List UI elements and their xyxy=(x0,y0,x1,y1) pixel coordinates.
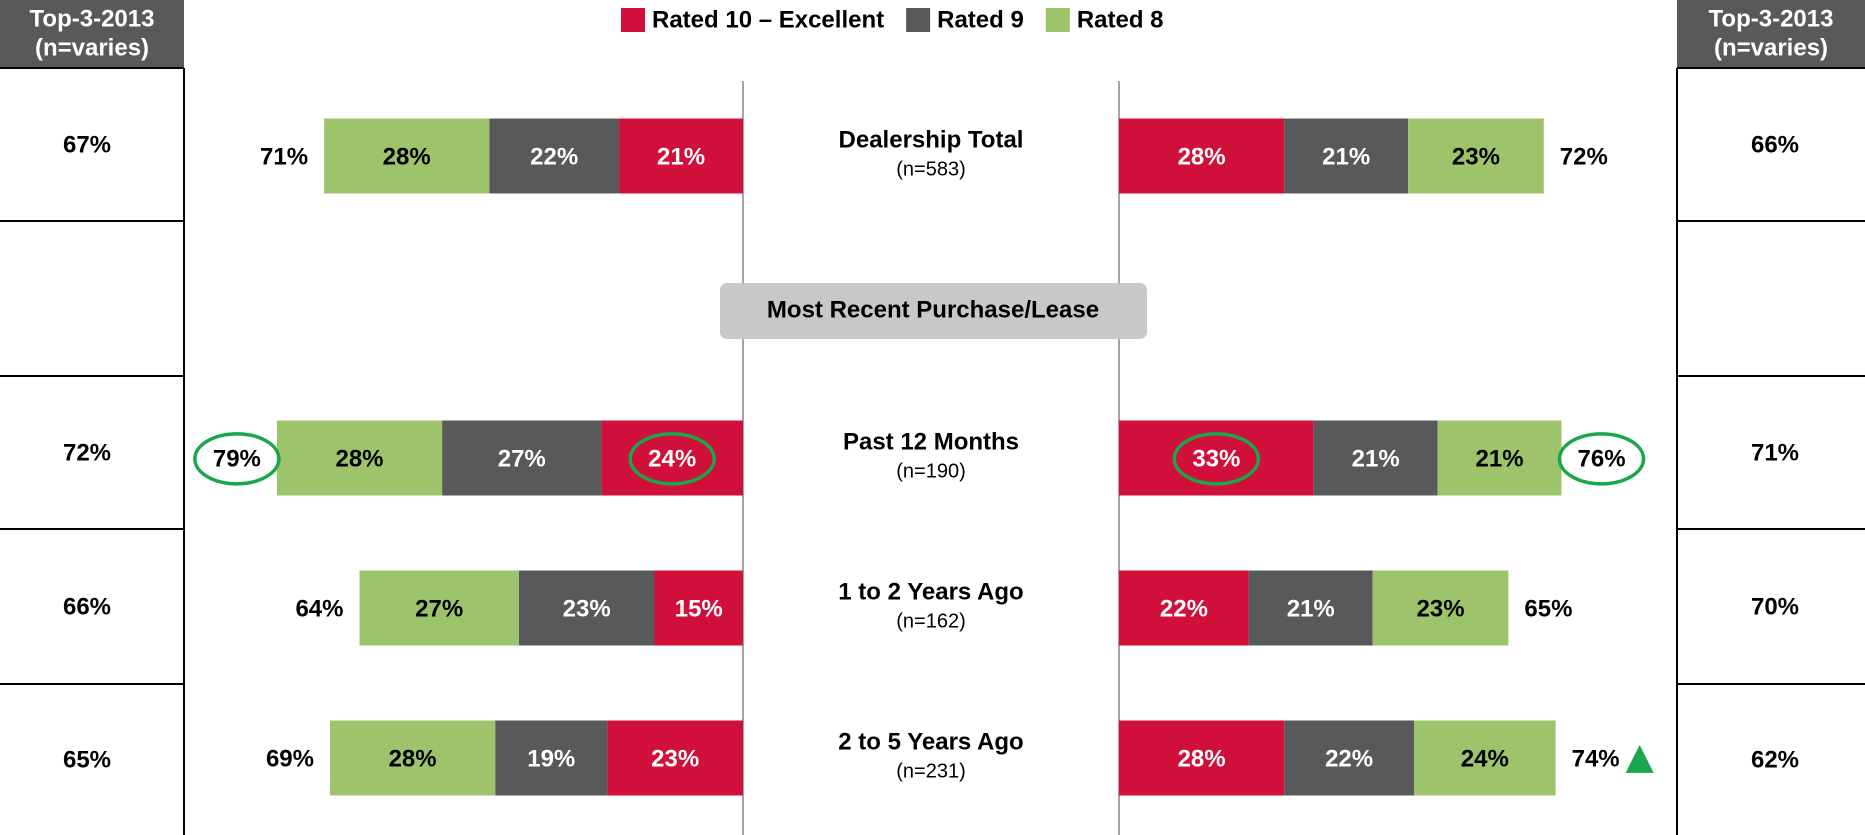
bar-value-label: 21% xyxy=(1287,595,1335,622)
legend-label: Rated 8 xyxy=(1077,6,1164,33)
bar-value-label: 28% xyxy=(1178,143,1226,170)
highlight-circle xyxy=(628,432,716,486)
top3-header: Top-3-2013 xyxy=(30,5,155,32)
bar-segment xyxy=(607,720,743,796)
category-note: (n=162) xyxy=(896,610,966,632)
top3-value: 71% xyxy=(1751,439,1799,466)
highlight-circle xyxy=(1172,432,1261,486)
top3-value: 66% xyxy=(63,593,111,620)
bar-segment xyxy=(359,570,519,646)
top3-header: (n=varies) xyxy=(35,34,149,61)
bar-value-label: 23% xyxy=(563,595,611,622)
total-label: 64% xyxy=(295,595,343,622)
category-note: (n=190) xyxy=(896,460,966,482)
bar-value-label: 28% xyxy=(335,445,383,472)
legend-swatch xyxy=(906,8,931,32)
total-label: 76% xyxy=(1578,445,1626,472)
bar-segment xyxy=(518,570,655,646)
total-label: 69% xyxy=(266,745,314,772)
bar-value-label: 24% xyxy=(1461,745,1509,772)
bar-value-label: 21% xyxy=(1322,143,1370,170)
bar-value-label: 19% xyxy=(527,745,575,772)
bar-segment xyxy=(1119,720,1285,796)
bar-value-label: 28% xyxy=(1178,745,1226,772)
legend-label: Rated 10 – Excellent xyxy=(652,6,884,33)
top3-value: 72% xyxy=(63,439,111,466)
significance-arrow xyxy=(1625,744,1654,773)
top3-value: 65% xyxy=(63,746,111,773)
bar-segment xyxy=(1313,420,1438,496)
top3-header-box xyxy=(0,0,184,68)
top3-value: 70% xyxy=(1751,593,1799,620)
top3-header-box xyxy=(1677,0,1865,68)
section-label: Most Recent Purchase/Lease xyxy=(767,296,1099,323)
category-label: 1 to 2 Years Ago xyxy=(838,578,1023,605)
legend-swatch xyxy=(621,8,645,32)
highlight-circle xyxy=(1557,432,1646,486)
category-note: (n=231) xyxy=(896,760,966,782)
top3-header: Top-3-2013 xyxy=(1709,5,1834,32)
total-label: 71% xyxy=(260,143,308,170)
legend-swatch xyxy=(1045,8,1070,32)
bar-value-label: 27% xyxy=(498,445,546,472)
bar-value-label: 23% xyxy=(1417,595,1465,622)
bar-value-label: 23% xyxy=(1452,143,1500,170)
top3-value: 66% xyxy=(1751,131,1799,158)
bar-segment xyxy=(495,720,608,796)
bar-value-label: 28% xyxy=(389,745,437,772)
bar-value-label: 28% xyxy=(383,143,431,170)
bar-segment xyxy=(324,118,490,194)
bar-value-label: 21% xyxy=(1476,445,1524,472)
bar-segment xyxy=(489,118,620,194)
bar-value-label: 27% xyxy=(415,595,463,622)
bar-value-label: 21% xyxy=(657,143,705,170)
bar-segment xyxy=(1437,420,1562,496)
bar-value-label: 24% xyxy=(648,445,696,472)
category-label: Dealership Total xyxy=(839,126,1024,153)
total-label: 79% xyxy=(213,445,261,472)
highlight-circle xyxy=(193,432,281,486)
bar-value-label: 22% xyxy=(530,143,578,170)
bar-segment xyxy=(1408,118,1544,194)
category-label: Past 12 Months xyxy=(843,428,1019,455)
bar-value-label: 33% xyxy=(1192,445,1240,472)
bar-segment xyxy=(1414,720,1556,796)
category-label: 2 to 5 Years Ago xyxy=(838,728,1023,755)
bar-segment xyxy=(1119,118,1285,194)
bar-segment xyxy=(1284,720,1414,796)
bar-segment xyxy=(276,420,443,496)
category-note: (n=583) xyxy=(896,158,966,180)
top3-value: 67% xyxy=(63,131,111,158)
bar-segment xyxy=(654,570,743,646)
bar-segment xyxy=(619,118,743,194)
bar-segment xyxy=(330,720,496,796)
section-box xyxy=(720,283,1147,339)
bar-segment xyxy=(1119,570,1249,646)
total-label: 72% xyxy=(1560,143,1608,170)
bar-segment xyxy=(1284,118,1409,194)
bar-value-label: 21% xyxy=(1352,445,1400,472)
bar-segment xyxy=(1372,570,1509,646)
bar-segment xyxy=(1248,570,1373,646)
top3-value: 62% xyxy=(1751,746,1799,773)
bar-value-label: 23% xyxy=(651,745,699,772)
top3-header: (n=varies) xyxy=(1714,34,1828,61)
total-label: 74% xyxy=(1572,745,1620,772)
bar-value-label: 22% xyxy=(1325,745,1373,772)
bar-segment xyxy=(442,420,602,496)
bar-value-label: 15% xyxy=(675,595,723,622)
legend-label: Rated 9 xyxy=(937,6,1024,33)
bar-value-label: 22% xyxy=(1160,595,1208,622)
total-label: 65% xyxy=(1524,595,1572,622)
